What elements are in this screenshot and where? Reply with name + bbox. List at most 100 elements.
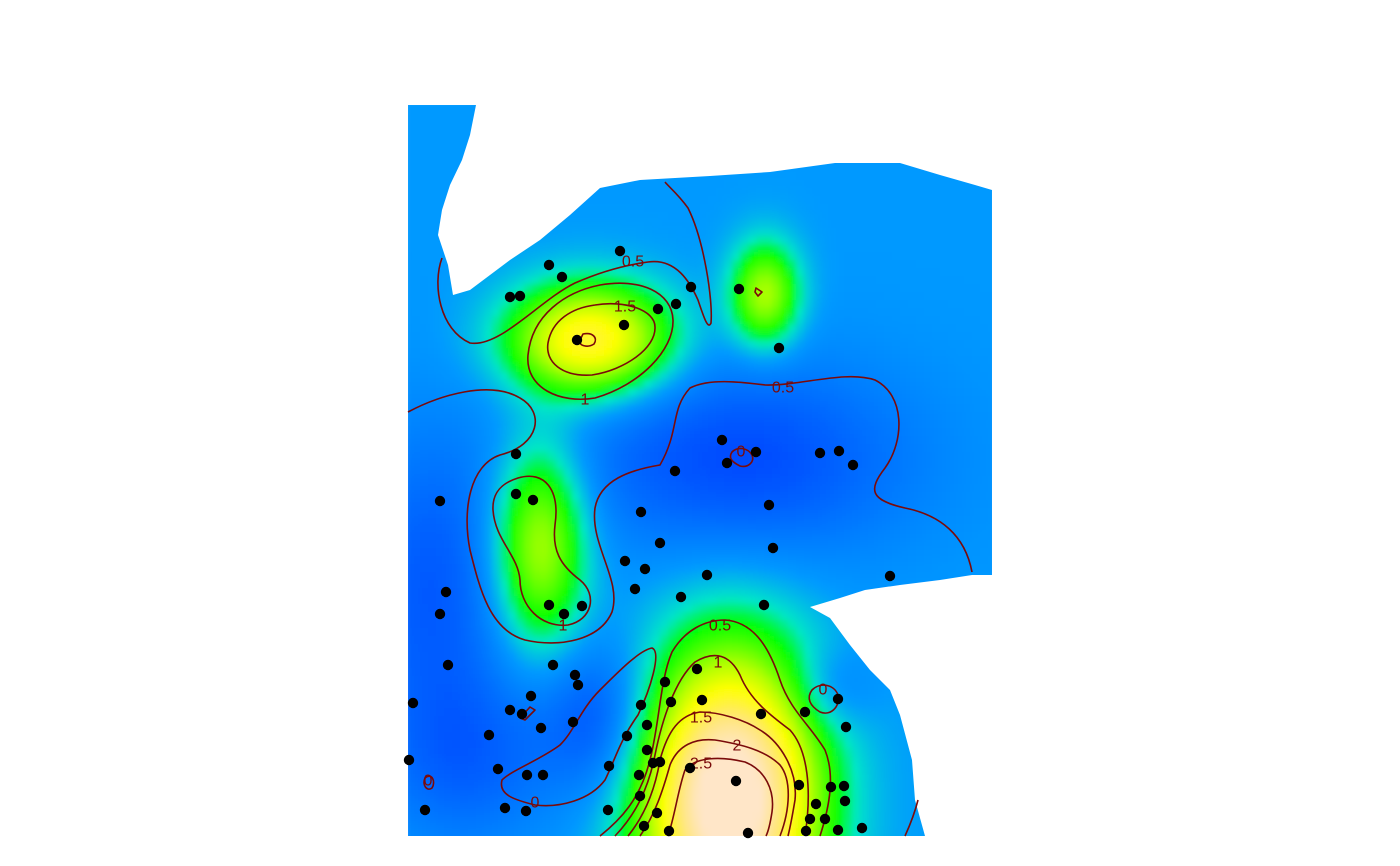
heat-cell bbox=[492, 612, 501, 621]
heat-cell bbox=[572, 404, 581, 413]
heat-cell bbox=[532, 180, 541, 189]
heat-cell bbox=[828, 500, 837, 509]
heat-cell bbox=[844, 388, 853, 397]
heat-cell bbox=[820, 276, 829, 285]
heat-cell bbox=[820, 236, 829, 245]
heat-cell bbox=[460, 204, 469, 213]
heat-cell bbox=[604, 220, 613, 229]
heat-cell bbox=[868, 332, 877, 341]
heat-cell bbox=[732, 540, 741, 549]
heat-cell bbox=[580, 268, 589, 277]
heat-cell bbox=[908, 564, 917, 573]
heat-cell bbox=[532, 196, 541, 205]
heat-cell bbox=[676, 564, 685, 573]
heat-cell bbox=[916, 524, 925, 533]
heat-cell bbox=[804, 516, 813, 525]
heat-cell bbox=[764, 172, 773, 181]
heat-cell bbox=[948, 556, 957, 565]
heat-cell bbox=[452, 124, 461, 133]
heat-cell bbox=[932, 564, 941, 573]
heat-cell bbox=[412, 316, 421, 325]
heat-cell bbox=[892, 468, 901, 477]
heat-cell bbox=[484, 452, 493, 461]
heat-cell bbox=[540, 276, 549, 285]
heat-cell bbox=[628, 324, 637, 333]
heat-cell bbox=[956, 372, 965, 381]
heat-cell bbox=[948, 492, 957, 501]
heat-cell bbox=[500, 492, 509, 501]
heat-cell bbox=[748, 116, 757, 125]
heat-cell bbox=[508, 484, 517, 493]
heat-cell bbox=[900, 188, 909, 197]
heat-cell bbox=[908, 364, 917, 373]
heat-cell bbox=[932, 340, 941, 349]
heat-cell bbox=[940, 540, 949, 549]
heat-cell bbox=[420, 604, 429, 613]
heat-cell bbox=[636, 556, 645, 565]
heat-cell bbox=[868, 628, 877, 637]
heat-cell bbox=[452, 324, 461, 333]
heat-cell bbox=[596, 260, 605, 269]
heat-cell bbox=[940, 172, 949, 181]
heat-cell bbox=[580, 388, 589, 397]
heat-cell bbox=[564, 148, 573, 157]
heat-cell bbox=[804, 260, 813, 269]
heat-cell bbox=[508, 180, 517, 189]
heat-cell bbox=[684, 588, 693, 597]
heat-cell bbox=[972, 404, 981, 413]
heat-cell bbox=[788, 436, 797, 445]
heat-cell bbox=[740, 500, 749, 509]
heat-cell bbox=[972, 316, 981, 325]
heat-cell bbox=[540, 372, 549, 381]
heat-cell bbox=[500, 180, 509, 189]
heat-cell bbox=[444, 164, 453, 173]
heat-cell bbox=[500, 284, 509, 293]
heat-cell bbox=[668, 236, 677, 245]
heat-cell bbox=[852, 140, 861, 149]
heat-cell bbox=[916, 188, 925, 197]
heat-cell bbox=[428, 324, 437, 333]
heat-cell bbox=[532, 412, 541, 421]
heat-cell bbox=[964, 105, 973, 109]
heat-cell bbox=[980, 628, 989, 637]
heat-cell bbox=[412, 364, 421, 373]
heat-cell bbox=[868, 164, 877, 173]
heat-cell bbox=[764, 292, 773, 301]
heat-cell bbox=[812, 156, 821, 165]
heat-cell bbox=[764, 468, 773, 477]
heat-cell bbox=[588, 548, 597, 557]
heat-cell bbox=[564, 268, 573, 277]
heat-cell bbox=[408, 332, 413, 341]
heat-cell bbox=[988, 524, 992, 533]
heat-cell bbox=[468, 612, 477, 621]
heat-cell bbox=[972, 572, 981, 581]
heat-cell bbox=[860, 524, 869, 533]
heat-cell bbox=[548, 556, 557, 565]
heat-cell bbox=[460, 428, 469, 437]
heat-cell bbox=[988, 308, 992, 317]
heat-cell bbox=[724, 105, 733, 109]
heat-cell bbox=[724, 516, 733, 525]
heat-cell bbox=[492, 444, 501, 453]
heat-cell bbox=[644, 260, 653, 269]
heat-cell bbox=[524, 324, 533, 333]
heat-cell bbox=[732, 508, 741, 517]
heat-cell bbox=[788, 148, 797, 157]
heat-cell bbox=[452, 548, 461, 557]
heat-cell bbox=[988, 172, 992, 181]
heat-cell bbox=[964, 164, 973, 173]
heat-cell bbox=[588, 484, 597, 493]
heat-cell bbox=[780, 364, 789, 373]
heat-cell bbox=[452, 332, 461, 341]
heat-cell bbox=[548, 340, 557, 349]
heat-cell bbox=[540, 332, 549, 341]
heat-cell bbox=[700, 148, 709, 157]
heat-cell bbox=[476, 260, 485, 269]
heat-cell bbox=[796, 244, 805, 253]
heat-cell bbox=[508, 612, 517, 621]
heat-cell bbox=[988, 396, 992, 405]
heat-cell bbox=[804, 564, 813, 573]
heat-cell bbox=[876, 164, 885, 173]
heat-cell bbox=[900, 572, 909, 581]
heat-cell bbox=[708, 105, 717, 109]
